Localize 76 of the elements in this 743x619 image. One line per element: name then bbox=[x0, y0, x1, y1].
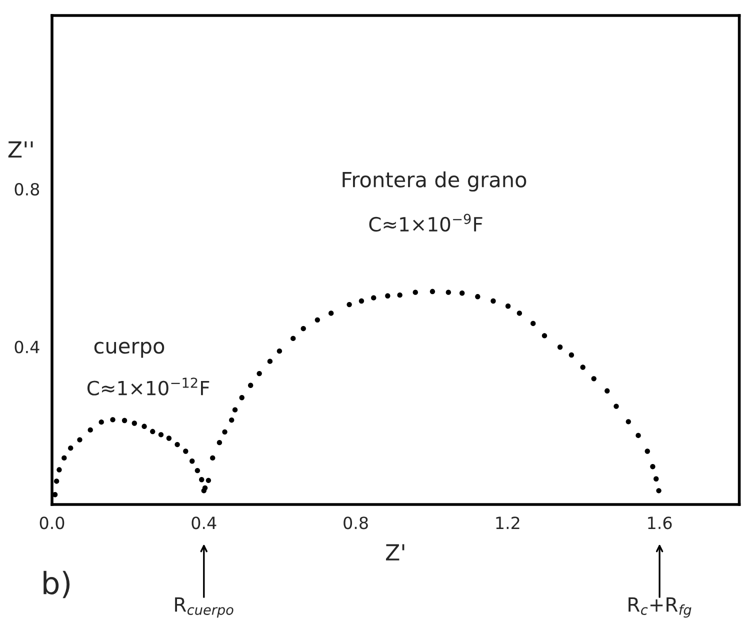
point bbox=[475, 294, 480, 300]
point bbox=[346, 302, 352, 308]
point bbox=[591, 376, 596, 382]
point bbox=[542, 333, 548, 338]
point bbox=[62, 455, 67, 461]
point bbox=[98, 419, 104, 425]
point bbox=[201, 488, 206, 494]
point bbox=[158, 432, 164, 438]
point bbox=[412, 290, 418, 295]
point bbox=[385, 293, 390, 298]
point bbox=[142, 424, 147, 429]
point bbox=[88, 427, 93, 433]
point bbox=[229, 417, 234, 423]
point bbox=[446, 290, 452, 295]
point bbox=[460, 290, 465, 296]
point bbox=[358, 298, 364, 304]
point bbox=[232, 407, 238, 412]
x-tick-label: 1.6 bbox=[648, 516, 672, 530]
point bbox=[56, 467, 62, 472]
point bbox=[505, 304, 511, 309]
point bbox=[490, 298, 496, 304]
point bbox=[216, 440, 222, 446]
x-tick-label: 0.4 bbox=[192, 516, 216, 530]
point bbox=[122, 418, 128, 424]
annotation: C≈1×10$^{−12}$F bbox=[87, 378, 210, 396]
point bbox=[206, 478, 212, 484]
point bbox=[650, 464, 656, 470]
point bbox=[371, 295, 376, 300]
point bbox=[248, 382, 254, 388]
point bbox=[604, 388, 610, 394]
point bbox=[328, 310, 334, 316]
point bbox=[626, 419, 632, 424]
point bbox=[222, 429, 228, 435]
point bbox=[656, 488, 662, 494]
point bbox=[290, 336, 296, 342]
annotation: cuerpo bbox=[94, 342, 164, 358]
x-tick-label: 0.8 bbox=[344, 516, 368, 530]
annotation: Frontera de grano bbox=[342, 171, 526, 192]
point bbox=[150, 428, 156, 434]
point bbox=[300, 326, 306, 332]
point bbox=[644, 448, 650, 454]
point bbox=[54, 478, 60, 484]
x-tick-label: 1.2 bbox=[496, 516, 520, 529]
y-axis-title: Z'' bbox=[8, 141, 33, 158]
text: R$_{cuerpo}$ bbox=[175, 597, 234, 618]
point bbox=[68, 445, 74, 451]
x-axis-title: Z' bbox=[386, 544, 404, 560]
point bbox=[314, 317, 320, 323]
point bbox=[190, 458, 195, 464]
point bbox=[516, 310, 522, 316]
point bbox=[267, 358, 273, 364]
point bbox=[397, 292, 402, 298]
x-tick-label: 0.0 bbox=[40, 516, 64, 530]
point bbox=[110, 417, 116, 422]
point bbox=[132, 420, 138, 426]
point bbox=[530, 320, 536, 326]
point bbox=[557, 344, 563, 350]
point bbox=[166, 436, 172, 441]
point bbox=[654, 476, 659, 482]
text: R$_{c}$+R$_{fg}$ bbox=[628, 597, 692, 618]
point bbox=[210, 455, 216, 461]
point bbox=[194, 468, 200, 474]
point bbox=[199, 477, 204, 482]
point bbox=[636, 432, 641, 438]
point bbox=[568, 352, 574, 358]
point bbox=[614, 404, 619, 409]
annotation: C≈1×10$^{−9}$F bbox=[369, 214, 482, 232]
text: b) bbox=[44, 570, 70, 598]
point bbox=[183, 448, 188, 454]
point bbox=[430, 288, 436, 294]
point bbox=[239, 395, 244, 400]
point bbox=[77, 437, 82, 442]
point bbox=[256, 370, 262, 376]
point bbox=[174, 442, 180, 448]
point bbox=[580, 364, 586, 370]
point bbox=[276, 348, 282, 354]
